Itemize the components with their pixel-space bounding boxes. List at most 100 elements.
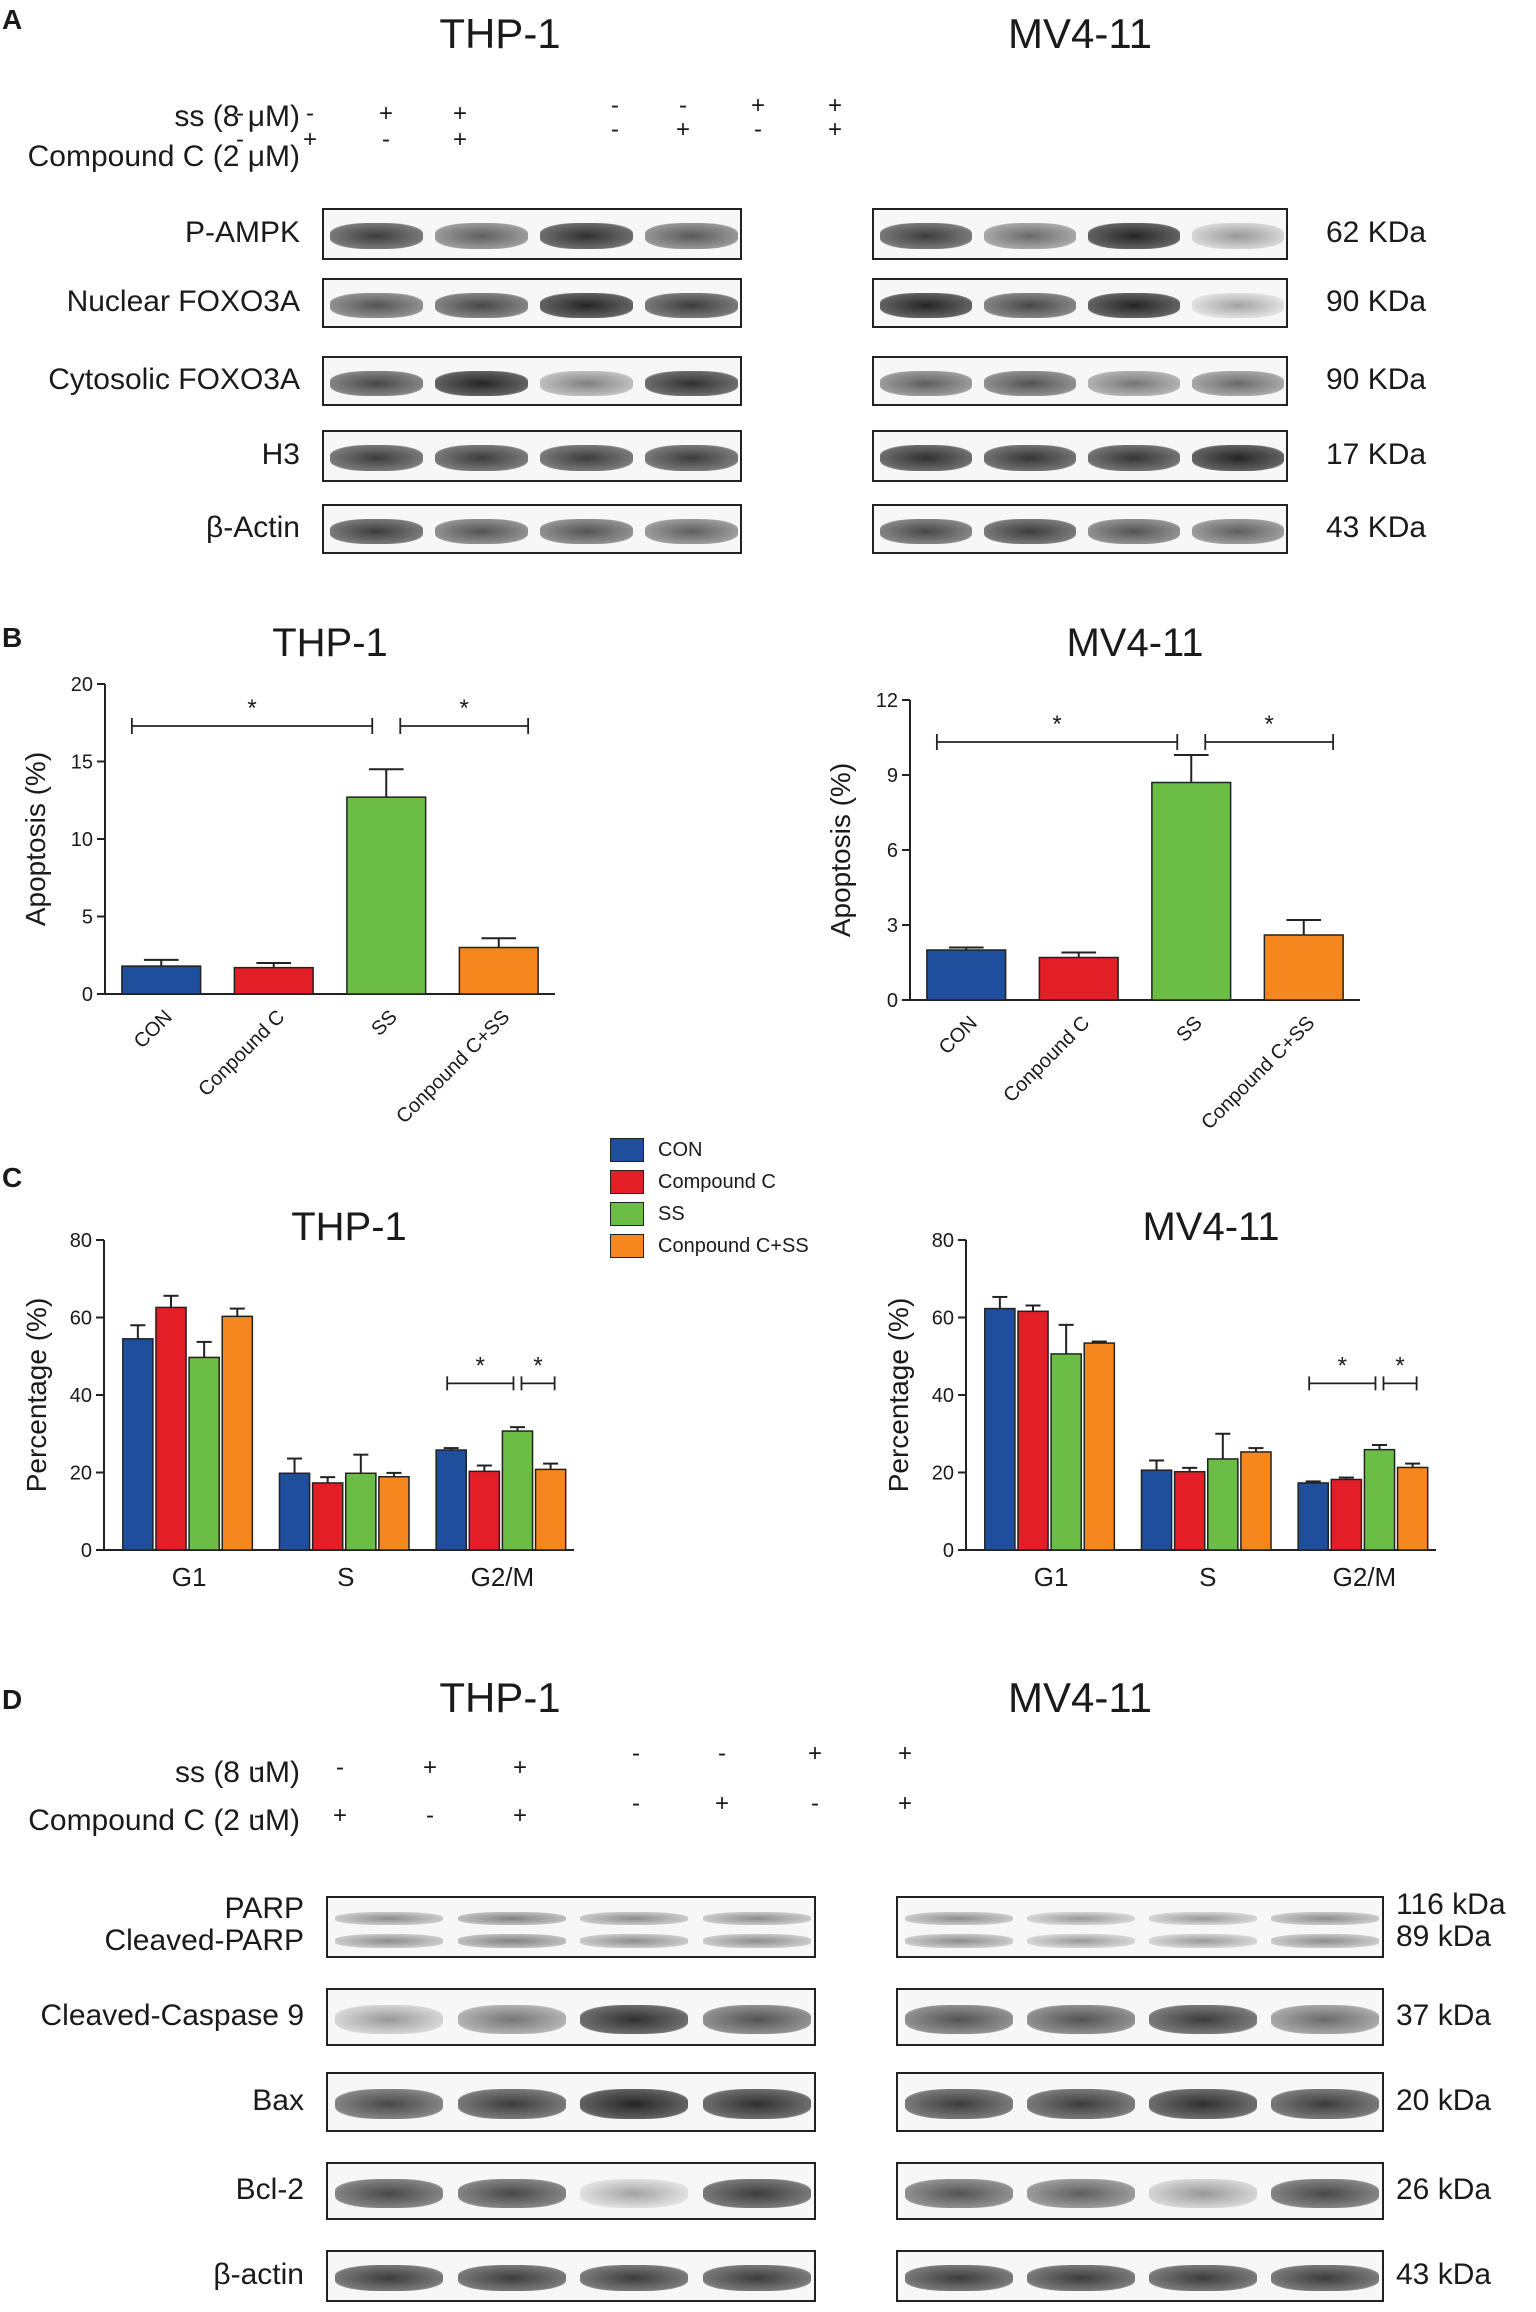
blot-band bbox=[580, 1911, 689, 1926]
x-tick-label: Conpound C+SS bbox=[1197, 1012, 1319, 1134]
blot-band bbox=[457, 2265, 566, 2291]
blot-kda-1: 90 KDa bbox=[1326, 285, 1427, 318]
legend-label-ss: SS bbox=[658, 1202, 685, 1225]
y-axis-label: Apoptosis (%) bbox=[825, 763, 856, 937]
x-tick-label: SS bbox=[1172, 1012, 1206, 1046]
blot-band bbox=[1088, 223, 1180, 249]
blot-band bbox=[1027, 2089, 1135, 2119]
mv411-sign-ss-lane-1: - bbox=[632, 1740, 640, 1767]
blot-band bbox=[1088, 445, 1180, 471]
y-tick-label: 0 bbox=[81, 1540, 92, 1562]
legend-swatch-ss bbox=[610, 1202, 644, 1226]
mv411-sign-ss-lane-2: - bbox=[679, 92, 687, 119]
mv411-sign-compound-c-lane-2: + bbox=[714, 1790, 729, 1817]
blot-band bbox=[540, 445, 633, 471]
blot-band bbox=[702, 1911, 811, 1926]
blot-kda-2: 20 kDa bbox=[1396, 2084, 1492, 2117]
blot-band bbox=[580, 2089, 689, 2119]
blot-band bbox=[457, 2089, 566, 2119]
blot-band bbox=[984, 292, 1076, 318]
blot-band bbox=[645, 445, 738, 471]
y-tick-label: 60 bbox=[70, 1308, 92, 1330]
y-tick-label: 6 bbox=[887, 840, 898, 862]
mv411-sign-compound-c-lane-2: + bbox=[675, 116, 690, 143]
blot-band bbox=[702, 2004, 811, 2034]
x-tick-label: Conpound C bbox=[194, 1006, 289, 1101]
blot-row-label-0: P-AMPK bbox=[184, 216, 300, 249]
mv411-sign-ss-lane-1: - bbox=[611, 92, 619, 119]
blot-band bbox=[702, 1933, 811, 1948]
blot-band bbox=[1088, 518, 1180, 544]
y-tick-label: 12 bbox=[876, 690, 898, 712]
blot-band bbox=[1271, 1911, 1379, 1926]
y-tick-label: 80 bbox=[932, 1230, 954, 1252]
bar-s-series-2 bbox=[1173, 1470, 1206, 1551]
blot-band bbox=[1271, 2004, 1379, 2034]
blot-band bbox=[1027, 2004, 1135, 2034]
blot-band bbox=[645, 223, 738, 249]
blot-band bbox=[335, 2265, 444, 2291]
blot-kda-4: 43 KDa bbox=[1326, 511, 1427, 544]
blot-band bbox=[702, 2089, 811, 2119]
blot-band bbox=[645, 518, 738, 544]
blot-band bbox=[457, 2004, 566, 2034]
y-tick-label: 0 bbox=[887, 990, 898, 1012]
y-tick-label: 3 bbox=[887, 915, 898, 937]
blot-kda-4: 43 kDa bbox=[1396, 2258, 1492, 2291]
blot-band bbox=[880, 445, 972, 471]
blot-band bbox=[1088, 370, 1180, 396]
bar-g2-m-series-2 bbox=[468, 1470, 501, 1551]
mv411-blot-2 bbox=[896, 2072, 1384, 2132]
thp1-sign-compound-c-lane-4: + bbox=[512, 1802, 527, 1829]
chart-title: MV4-11 bbox=[1066, 621, 1203, 665]
thp1-sign-ss-lane-2: - bbox=[306, 100, 314, 127]
significance-star: * bbox=[1265, 711, 1274, 738]
blot-band bbox=[1192, 223, 1284, 249]
thp1-sign-ss-lane-4: + bbox=[512, 1754, 527, 1781]
thp1-blot-0 bbox=[322, 208, 742, 260]
apoptosis-chart-thp1: THP-1 0 5 10 15 20 Apoptosis (%) CON Conpound C S… bbox=[20, 621, 555, 1128]
cell-cycle-chart-thp1: THP-1 0 20 40 60 80 Percentage (%) G1 S G2/M * * bbox=[21, 1205, 574, 1592]
bar-s-series-4 bbox=[378, 1476, 410, 1551]
blot-band bbox=[335, 2089, 444, 2119]
blot-band bbox=[1088, 292, 1180, 318]
panel-label-c: C bbox=[2, 1162, 23, 1193]
thp1-blot-3 bbox=[326, 2162, 816, 2220]
bar-s-series-3 bbox=[344, 1472, 377, 1551]
blot-band bbox=[984, 223, 1076, 249]
bar-ss bbox=[1151, 781, 1232, 1001]
y-tick-label: 9 bbox=[887, 765, 898, 787]
mv411-sign-ss-lane-4: + bbox=[827, 92, 842, 119]
legend-swatch-con bbox=[610, 1138, 644, 1162]
blot-band bbox=[905, 2265, 1013, 2291]
blot-band bbox=[1192, 370, 1284, 396]
thp1-sign-compound-c-lane-2: + bbox=[302, 126, 317, 153]
blot-band bbox=[1192, 518, 1284, 544]
mv411-blot-4 bbox=[872, 504, 1288, 554]
legend-swatch-compound-c-ss bbox=[610, 1234, 644, 1258]
blot-band bbox=[984, 445, 1076, 471]
thp1-sign-compound-c-lane-2: + bbox=[332, 1802, 347, 1829]
blot-band bbox=[1192, 292, 1284, 318]
chart-title: THP-1 bbox=[291, 1205, 407, 1249]
blot-band bbox=[905, 1911, 1013, 1926]
blot-band bbox=[330, 292, 423, 318]
bar-conpound-c-ss bbox=[458, 946, 539, 995]
bar-g1-series-1 bbox=[984, 1307, 1016, 1551]
y-tick-label: 80 bbox=[70, 1230, 92, 1252]
blot-band bbox=[580, 2004, 689, 2034]
blot-band bbox=[335, 2178, 444, 2208]
blot-band bbox=[330, 370, 423, 396]
mv411-sign-ss-lane-3: + bbox=[807, 1740, 822, 1767]
y-tick-label: 40 bbox=[70, 1385, 92, 1407]
blot-band bbox=[702, 2178, 811, 2208]
blot-band bbox=[905, 2089, 1013, 2119]
significance-star: * bbox=[476, 1352, 485, 1379]
panel-label-b: B bbox=[2, 622, 23, 653]
thp1-sign-ss-lane-4: + bbox=[452, 100, 467, 127]
panel-label-d: D bbox=[2, 1684, 23, 1715]
legend-item-ss: SS bbox=[610, 1198, 809, 1230]
panel-label-a: A bbox=[2, 4, 23, 35]
blot-band bbox=[1149, 2178, 1257, 2208]
blot-band bbox=[1027, 1933, 1135, 1948]
